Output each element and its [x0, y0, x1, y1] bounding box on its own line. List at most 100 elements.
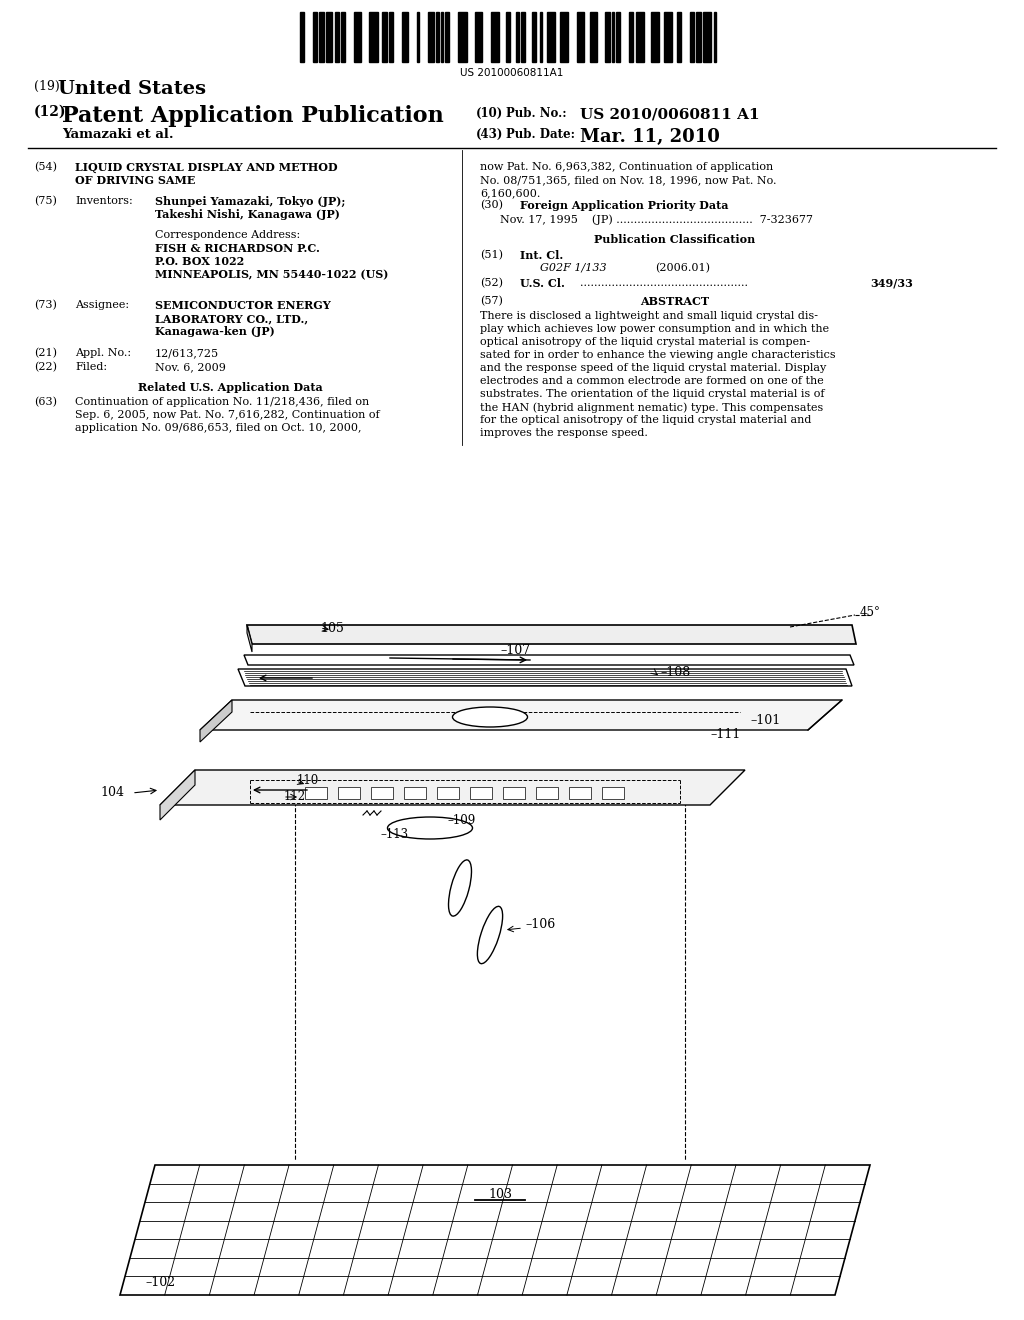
Bar — [521, 12, 525, 62]
Bar — [445, 12, 450, 62]
Bar — [605, 12, 609, 62]
Text: (75): (75) — [34, 195, 57, 206]
Bar — [370, 12, 378, 62]
Text: (51): (51) — [480, 249, 503, 260]
Polygon shape — [404, 787, 426, 799]
Text: (2006.01): (2006.01) — [655, 263, 710, 273]
Bar — [714, 12, 716, 62]
Polygon shape — [305, 787, 327, 799]
Text: Patent Application Publication: Patent Application Publication — [62, 106, 443, 127]
Text: Shunpei Yamazaki, Tokyo (JP);: Shunpei Yamazaki, Tokyo (JP); — [155, 195, 345, 207]
Ellipse shape — [449, 859, 471, 916]
Text: Sep. 6, 2005, now Pat. No. 7,616,282, Continuation of: Sep. 6, 2005, now Pat. No. 7,616,282, Co… — [75, 411, 380, 420]
Text: for the optical anisotropy of the liquid crystal material and: for the optical anisotropy of the liquid… — [480, 414, 811, 425]
Text: Assignee:: Assignee: — [75, 300, 129, 310]
Text: the HAN (hybrid alignment nematic) type. This compensates: the HAN (hybrid alignment nematic) type.… — [480, 403, 823, 413]
Bar — [417, 12, 419, 62]
Text: No. 08/751,365, filed on Nov. 18, 1996, now Pat. No.: No. 08/751,365, filed on Nov. 18, 1996, … — [480, 176, 776, 185]
Text: Takeshi Nishi, Kanagawa (JP): Takeshi Nishi, Kanagawa (JP) — [155, 209, 340, 220]
Text: (12): (12) — [34, 106, 67, 119]
Bar — [690, 12, 694, 62]
Text: MINNEAPOLIS, MN 55440-1022 (US): MINNEAPOLIS, MN 55440-1022 (US) — [155, 269, 388, 280]
Text: (73): (73) — [34, 300, 57, 310]
Text: 112: 112 — [284, 791, 306, 804]
Bar — [300, 12, 304, 62]
Text: (10): (10) — [476, 107, 503, 120]
Text: Appl. No.:: Appl. No.: — [75, 348, 131, 358]
Polygon shape — [602, 787, 624, 799]
Bar — [436, 12, 438, 62]
Bar — [335, 12, 339, 62]
Text: 6,160,600.: 6,160,600. — [480, 187, 541, 198]
Polygon shape — [338, 787, 360, 799]
Text: –113: –113 — [380, 829, 409, 842]
Text: US 20100060811A1: US 20100060811A1 — [461, 69, 563, 78]
Text: 103: 103 — [488, 1188, 512, 1201]
Text: Nov. 6, 2009: Nov. 6, 2009 — [155, 362, 226, 372]
Text: Pub. Date:: Pub. Date: — [506, 128, 575, 141]
Text: Foreign Application Priority Data: Foreign Application Priority Data — [520, 201, 728, 211]
Bar — [664, 12, 673, 62]
Polygon shape — [244, 655, 854, 665]
Bar — [458, 12, 467, 62]
Bar — [428, 12, 434, 62]
Text: and the response speed of the liquid crystal material. Display: and the response speed of the liquid cry… — [480, 363, 826, 374]
Bar — [341, 12, 345, 62]
Text: –109: –109 — [447, 813, 475, 826]
Text: (63): (63) — [34, 397, 57, 408]
Text: Filed:: Filed: — [75, 362, 108, 372]
Text: Correspondence Address:: Correspondence Address: — [155, 230, 300, 240]
Polygon shape — [569, 787, 591, 799]
Bar — [541, 12, 543, 62]
Polygon shape — [200, 700, 842, 730]
Text: 349/33: 349/33 — [870, 279, 912, 289]
Ellipse shape — [453, 708, 527, 727]
Text: (57): (57) — [480, 296, 503, 306]
Ellipse shape — [477, 907, 503, 964]
Ellipse shape — [387, 817, 472, 840]
Polygon shape — [238, 669, 852, 686]
Bar — [354, 12, 360, 62]
Bar — [382, 12, 387, 62]
Text: U.S. Cl.: U.S. Cl. — [520, 279, 565, 289]
Bar — [547, 12, 555, 62]
Polygon shape — [247, 624, 856, 644]
Text: play which achieves low power consumption and in which the: play which achieves low power consumptio… — [480, 323, 829, 334]
Text: –101: –101 — [750, 714, 780, 726]
Text: Kanagawa-ken (JP): Kanagawa-ken (JP) — [155, 326, 274, 337]
Text: Nov. 17, 1995    (JP) .......................................  7-323677: Nov. 17, 1995 (JP) .....................… — [500, 214, 813, 224]
Text: ABSTRACT: ABSTRACT — [640, 296, 710, 308]
Text: US 2010/0060811 A1: US 2010/0060811 A1 — [580, 107, 760, 121]
Text: (21): (21) — [34, 348, 57, 358]
Text: ................................................: ........................................… — [580, 279, 748, 288]
Text: Mar. 11, 2010: Mar. 11, 2010 — [580, 128, 720, 147]
Text: Related U.S. Application Data: Related U.S. Application Data — [137, 381, 323, 393]
Text: LIQUID CRYSTAL DISPLAY AND METHOD: LIQUID CRYSTAL DISPLAY AND METHOD — [75, 162, 338, 173]
Text: LABORATORY CO., LTD.,: LABORATORY CO., LTD., — [155, 313, 308, 323]
Bar — [629, 12, 634, 62]
Bar — [611, 12, 614, 62]
Bar — [401, 12, 409, 62]
Polygon shape — [371, 787, 393, 799]
Polygon shape — [120, 1166, 870, 1295]
Text: (54): (54) — [34, 162, 57, 173]
Text: Inventors:: Inventors: — [75, 195, 133, 206]
Polygon shape — [536, 787, 558, 799]
Text: (19): (19) — [34, 81, 59, 92]
Text: OF DRIVING SAME: OF DRIVING SAME — [75, 176, 196, 186]
Text: –107: –107 — [500, 644, 530, 656]
Text: electrodes and a common electrode are formed on one of the: electrodes and a common electrode are fo… — [480, 376, 823, 385]
Bar — [702, 12, 712, 62]
Text: United States: United States — [58, 81, 206, 98]
Text: (22): (22) — [34, 362, 57, 372]
Bar — [531, 12, 536, 62]
Polygon shape — [247, 624, 252, 652]
Bar — [636, 12, 644, 62]
Polygon shape — [160, 770, 195, 820]
Text: (52): (52) — [480, 279, 503, 288]
Polygon shape — [200, 700, 232, 742]
Text: –108: –108 — [660, 665, 690, 678]
Polygon shape — [160, 770, 745, 805]
Bar — [560, 12, 568, 62]
Text: Publication Classification: Publication Classification — [594, 234, 756, 246]
